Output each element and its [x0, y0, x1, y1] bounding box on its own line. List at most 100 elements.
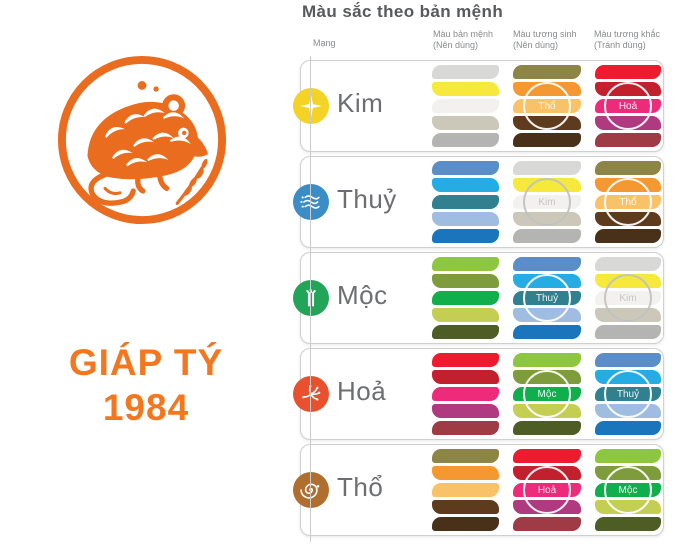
color-swatch	[595, 353, 661, 367]
color-swatch	[432, 82, 499, 96]
tuong-sinh-swatches: Kim	[513, 161, 581, 243]
element-row-tho: Thổ Hoả Mộc	[293, 444, 664, 536]
color-swatch	[595, 483, 661, 497]
tuong-khac-swatches: Thuỷ	[595, 353, 661, 435]
color-swatch	[432, 161, 499, 175]
column-header-mang: Mạng	[313, 38, 336, 48]
color-swatch	[432, 370, 499, 384]
color-swatch	[595, 116, 661, 130]
tuong-sinh-swatches: Thổ	[513, 65, 581, 147]
color-swatch	[432, 449, 499, 463]
spiral-icon	[293, 472, 329, 508]
color-swatch	[432, 325, 499, 339]
color-swatch	[432, 466, 499, 480]
waves-icon	[293, 184, 329, 220]
color-swatch	[513, 500, 581, 514]
element-label: Thuỷ	[337, 184, 397, 214]
color-swatch	[595, 257, 661, 271]
color-swatch	[432, 517, 499, 531]
element-connector-line	[310, 56, 311, 542]
column-header-tuong-sinh: Màu tương sinh (Nên dùng)	[513, 29, 577, 51]
column-header-tuong-khac: Màu tương khắc (Tránh dùng)	[594, 29, 660, 51]
color-swatch	[513, 133, 581, 147]
color-swatch	[595, 195, 661, 209]
color-swatch	[513, 387, 581, 401]
color-swatch	[513, 161, 581, 175]
color-swatch	[513, 212, 581, 226]
color-swatch	[595, 133, 661, 147]
color-swatch	[595, 370, 661, 384]
color-swatch	[432, 257, 499, 271]
color-swatch	[595, 212, 661, 226]
color-swatch	[513, 517, 581, 531]
ban-menh-swatches	[432, 161, 499, 243]
tuong-khac-swatches: Mộc	[595, 449, 661, 531]
color-swatch	[432, 274, 499, 288]
color-swatch	[595, 99, 661, 113]
color-swatch	[513, 195, 581, 209]
ban-menh-swatches	[432, 257, 499, 339]
rat-papercut-icon	[54, 52, 230, 228]
color-swatch	[595, 229, 661, 243]
color-swatch	[513, 404, 581, 418]
color-swatch	[432, 212, 499, 226]
color-swatch	[595, 421, 661, 435]
zodiac-pane: GIÁP TÝ 1984	[0, 0, 292, 547]
zodiac-title: GIÁP TÝ 1984	[0, 340, 292, 430]
element-label: Thổ	[337, 472, 384, 502]
tuong-khac-swatches: Thổ	[595, 161, 661, 243]
color-swatch	[513, 353, 581, 367]
color-swatch	[432, 99, 499, 113]
color-swatch	[432, 116, 499, 130]
element-row-kim: Kim Thổ Hoả	[293, 60, 664, 152]
color-swatch	[513, 291, 581, 305]
color-swatch	[513, 308, 581, 322]
color-swatch	[595, 325, 661, 339]
tuong-sinh-swatches: Hoả	[513, 449, 581, 531]
color-swatch	[595, 291, 661, 305]
color-swatch	[595, 404, 661, 418]
color-swatch	[432, 353, 499, 367]
color-swatch	[432, 421, 499, 435]
color-swatch	[513, 99, 581, 113]
tuong-sinh-swatches: Thuỷ	[513, 257, 581, 339]
color-swatch	[432, 404, 499, 418]
zodiac-name: GIÁP TÝ	[68, 342, 224, 383]
color-swatch	[513, 65, 581, 79]
color-swatch	[595, 517, 661, 531]
color-swatch	[513, 483, 581, 497]
page-title: Màu sắc theo bản mệnh	[302, 2, 504, 21]
color-swatch	[595, 449, 661, 463]
color-swatch	[513, 370, 581, 384]
color-swatch	[432, 133, 499, 147]
color-swatch	[595, 65, 661, 79]
color-swatch	[432, 483, 499, 497]
color-swatch	[432, 178, 499, 192]
color-swatch	[595, 466, 661, 480]
color-swatch	[513, 274, 581, 288]
element-row-hoa: Hoả Mộc Thuỷ	[293, 348, 664, 440]
color-swatch	[432, 387, 499, 401]
column-header-ban-menh: Màu bản mệnh (Nên dùng)	[433, 29, 494, 51]
ban-menh-swatches	[432, 65, 499, 147]
color-swatch	[513, 449, 581, 463]
element-label: Mộc	[337, 280, 388, 310]
element-label: Hoả	[337, 376, 387, 406]
color-swatch	[595, 500, 661, 514]
color-swatch	[432, 65, 499, 79]
color-swatch	[513, 229, 581, 243]
color-swatch	[513, 82, 581, 96]
color-swatch	[595, 387, 661, 401]
tuong-khac-swatches: Hoả	[595, 65, 661, 147]
color-swatch	[595, 161, 661, 175]
bamboo-icon	[293, 280, 329, 316]
tuong-khac-swatches: Kim	[595, 257, 661, 339]
color-swatch	[513, 178, 581, 192]
color-swatch	[595, 82, 661, 96]
element-rows: Kim Thổ Hoả Thuỷ Kim Thổ Mộc Thuỷ Kim Hoả Mộc Thuỷ T…	[293, 60, 664, 536]
color-swatch	[513, 466, 581, 480]
element-row-moc: Mộc Thuỷ Kim	[293, 252, 664, 344]
tuong-sinh-swatches: Mộc	[513, 353, 581, 435]
star-icon	[293, 88, 329, 124]
color-swatch	[432, 195, 499, 209]
